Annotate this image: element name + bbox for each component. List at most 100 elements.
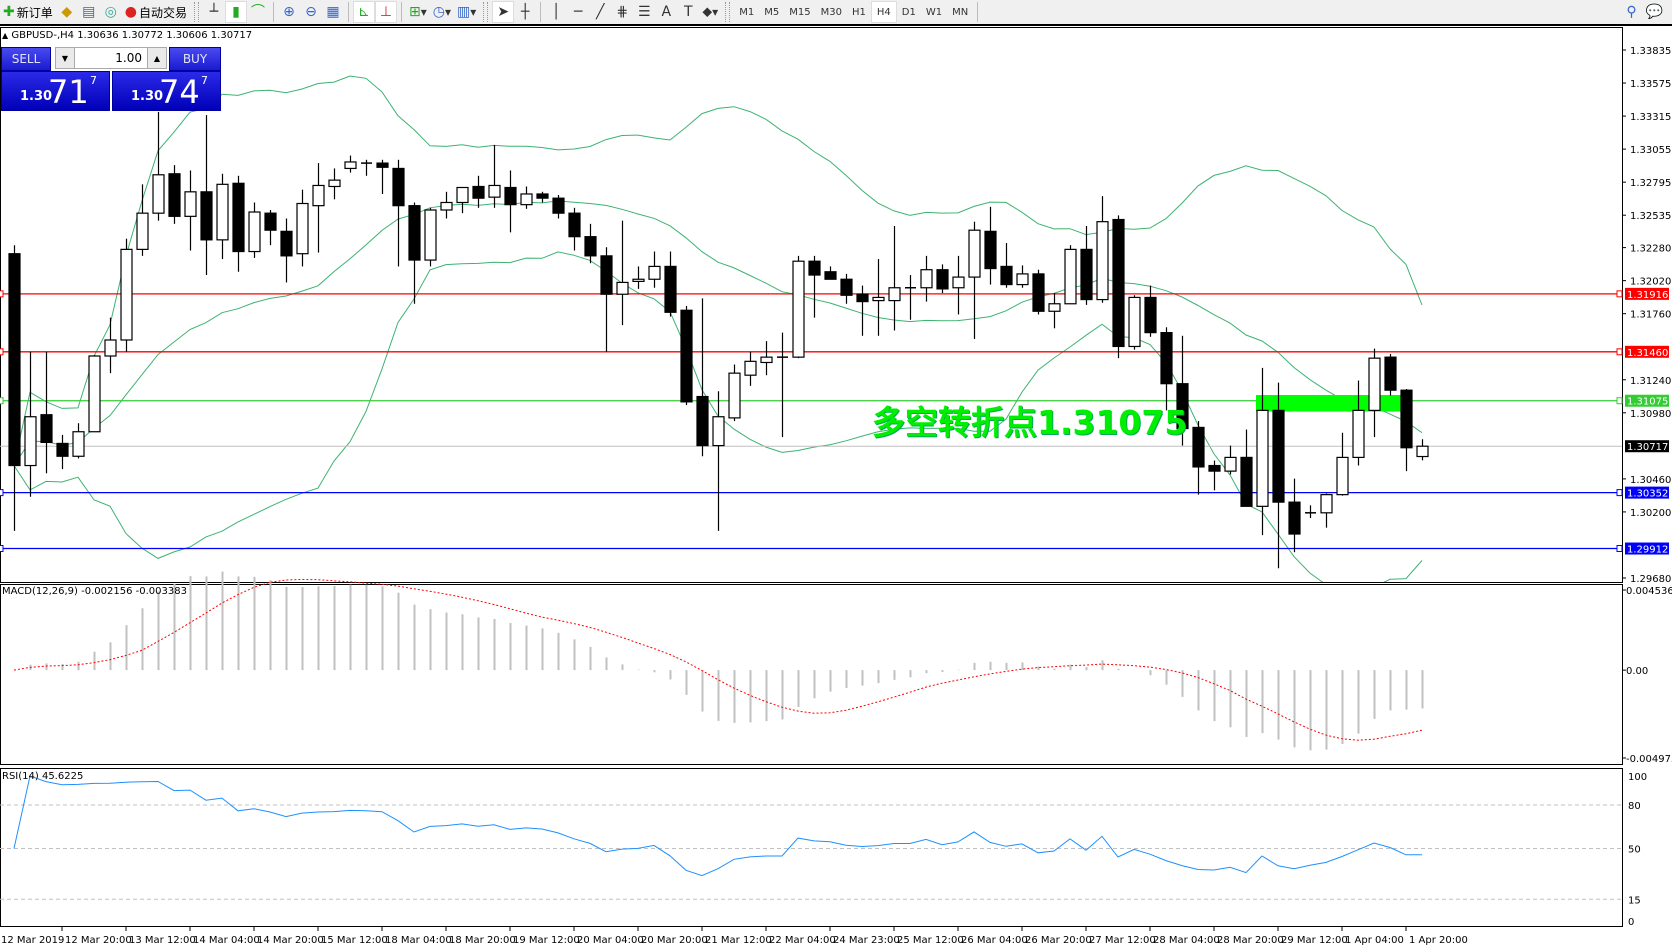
candle	[152, 111, 165, 221]
auto-trading-button[interactable]: ● 自动交易	[124, 4, 187, 20]
lot-size-input[interactable]: ▼ 1.00 ▲	[55, 47, 167, 69]
candle-body-bullish	[616, 281, 629, 295]
text-label-button[interactable]: T	[677, 1, 699, 23]
candle-body-bearish	[56, 442, 69, 457]
timeframe-m1[interactable]: M1	[739, 6, 755, 18]
timeframe-h4[interactable]: H4	[870, 1, 897, 23]
line-price-tag	[1625, 345, 1669, 358]
candle	[1128, 295, 1141, 350]
buy-price[interactable]: 1.30 74 7	[112, 71, 221, 111]
collapse-triangle-icon[interactable]: ▲	[2, 31, 9, 40]
line-chart-icon: ⌒	[250, 4, 265, 20]
templates-button[interactable]: ▥ ▾	[457, 4, 477, 20]
tile-windows-icon: ▦	[326, 4, 340, 20]
candle	[296, 189, 309, 267]
sell-price[interactable]: 1.30 71 7	[1, 71, 110, 111]
toolbar-grip[interactable]	[725, 2, 731, 22]
candle	[680, 305, 693, 406]
candlestick-button[interactable]: ▮	[224, 1, 247, 23]
new-order-button[interactable]: ✚ 新订单	[3, 4, 53, 20]
line-price-label: 1.31916	[1627, 290, 1668, 301]
line-price-tag	[1625, 287, 1669, 300]
timeframe-h1[interactable]: H1	[851, 6, 866, 18]
line-handle	[1616, 348, 1623, 356]
rsi-line	[13, 775, 1422, 877]
price-tick-label: 1.29680	[1630, 574, 1671, 585]
vertical-line-button[interactable]: │	[545, 1, 567, 23]
candle	[616, 220, 629, 326]
candle-body-bearish	[680, 309, 693, 403]
candle	[1032, 269, 1045, 315]
navigator-button[interactable]: ▤	[78, 1, 100, 23]
turning-point-annotation[interactable]: 多空转折点1.31075	[872, 403, 1188, 442]
buy-button[interactable]: BUY	[169, 47, 221, 71]
candle-body-bullish	[792, 260, 805, 358]
candle-body-bullish	[744, 360, 757, 376]
lot-decrease-icon[interactable]: ▼	[56, 48, 75, 68]
candle-body-bearish	[1160, 332, 1173, 385]
timeframe-m5[interactable]: M5	[764, 6, 780, 18]
timeframe-d1[interactable]: D1	[901, 6, 916, 18]
sell-button[interactable]: SELL	[1, 47, 51, 71]
cursor-button[interactable]: ➤	[492, 1, 515, 23]
candle-body-bearish	[8, 253, 21, 467]
line-chart-button[interactable]: ⌒	[247, 1, 269, 23]
signals-button[interactable]: ◎	[100, 1, 122, 23]
fibonacci-button[interactable]: ⋕	[611, 1, 633, 23]
candle-body-bullish	[24, 416, 37, 467]
meta-editor-button[interactable]: ◆	[56, 1, 78, 23]
text-button[interactable]: A	[655, 1, 677, 23]
timeframe-m15[interactable]: M15	[789, 6, 811, 18]
search-button[interactable]: ⚲	[1621, 1, 1643, 23]
time-tick-label: 20 Mar 04:00	[577, 935, 644, 946]
line-handle	[0, 489, 4, 497]
one-click-trading-panel: SELL ▼ 1.00 ▲ BUY 1.30 71 7 1.30 74 7	[1, 47, 221, 111]
horizontal-line-button[interactable]: ─	[567, 1, 589, 23]
candle	[920, 255, 933, 302]
toolbar-grip[interactable]	[193, 2, 199, 22]
symbol-ohlc: GBPUSD-,H4 1.30636 1.30772 1.30606 1.307…	[11, 30, 253, 41]
arrows-button[interactable]: ⬥ ▾	[702, 4, 719, 20]
price-tick-label: 1.32535	[1630, 211, 1671, 222]
candle-body-bullish	[1368, 357, 1381, 411]
tile-windows-button[interactable]: ▦	[322, 1, 344, 23]
trendline-button[interactable]: ╱	[589, 1, 611, 23]
timeframe-mn[interactable]: MN	[952, 6, 969, 18]
auto-scroll-button[interactable]: ⊾	[352, 1, 375, 23]
candle	[1176, 335, 1189, 446]
chart-area[interactable]: 1.33835 1.33575 1.33315 1.33055 1.32795 1.325…	[0, 26, 1672, 949]
periods-button[interactable]: ◷ ▾	[432, 4, 451, 20]
time-tick-label: 14 Mar 20:00	[257, 935, 324, 946]
bar-chart-button[interactable]: ┴	[203, 1, 225, 23]
candle-body-bullish	[1224, 456, 1237, 472]
crosshair-button[interactable]: ┼	[514, 1, 536, 23]
candle	[56, 434, 69, 470]
timeframe-w1[interactable]: W1	[925, 6, 943, 18]
lot-size-value[interactable]: 1.00	[115, 51, 142, 65]
candle-body-bearish	[280, 230, 293, 257]
toolbar-grip[interactable]	[483, 2, 489, 22]
candle-body-bullish	[296, 202, 309, 255]
fibo-lines-button[interactable]: ☰	[633, 1, 655, 23]
chart-shift-button[interactable]: ⊥	[374, 1, 397, 23]
candle	[664, 251, 677, 317]
candle	[184, 170, 197, 251]
candle-body-bearish	[584, 236, 597, 257]
zoom-out-button[interactable]: ⊖	[300, 1, 322, 23]
zoom-in-button[interactable]: ⊕	[278, 1, 300, 23]
lot-increase-icon[interactable]: ▲	[147, 48, 166, 68]
timeframe-m30[interactable]: M30	[820, 6, 842, 18]
line-handle	[1616, 545, 1623, 553]
candle-body-bearish	[1192, 426, 1205, 468]
candle-body-bullish	[760, 356, 773, 364]
candle-body-bullish	[1416, 445, 1429, 458]
candle-body-bearish	[472, 185, 485, 199]
line-price-label: 1.29912	[1627, 545, 1668, 556]
trendline-icon: ╱	[596, 4, 605, 20]
candle	[1208, 460, 1221, 491]
chat-button[interactable]: 💬	[1643, 1, 1666, 23]
candle	[280, 218, 293, 283]
indicators-button[interactable]: ⊞ ▾	[408, 4, 427, 20]
panel-frames	[0, 27, 1623, 927]
candle-body-bearish	[664, 265, 677, 313]
